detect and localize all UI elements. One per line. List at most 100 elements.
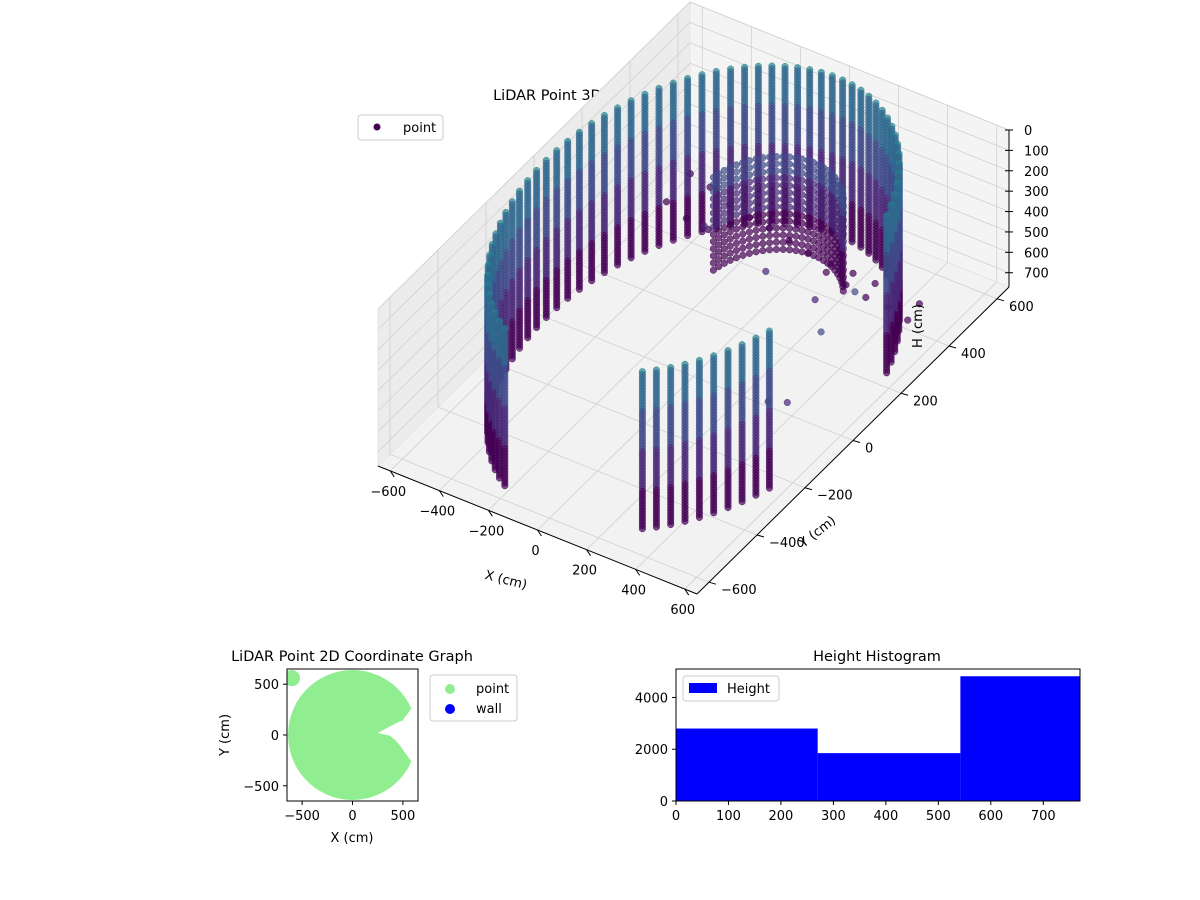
data-point xyxy=(732,175,740,183)
data-point xyxy=(726,213,734,222)
data-point xyxy=(739,244,747,252)
y-tick-label: 400 xyxy=(961,347,986,362)
data-point xyxy=(726,228,734,236)
data-point xyxy=(745,199,753,207)
data-point xyxy=(759,204,767,212)
data-point xyxy=(575,285,583,293)
data-point xyxy=(766,160,774,168)
legend-label-point: point xyxy=(476,682,509,697)
data-point xyxy=(766,217,774,225)
data-point xyxy=(786,239,794,247)
chart-histogram: Height Histogram 0 100 200 300 400 500 600 700 0… xyxy=(635,649,1081,824)
data-point xyxy=(655,241,663,249)
data-point xyxy=(710,509,718,517)
legend-label-height: Height xyxy=(727,682,770,697)
x-tick-label: −600 xyxy=(370,485,406,500)
z-tick-label: 500 xyxy=(1024,226,1049,241)
z-tick-label: 600 xyxy=(1024,246,1049,261)
y-tick xyxy=(756,534,765,538)
data-point xyxy=(779,160,787,168)
data-point xyxy=(732,225,740,233)
data-point xyxy=(759,247,767,255)
y-tick-label: 0 xyxy=(660,795,668,810)
y-tick-label: 4000 xyxy=(635,691,668,706)
data-point xyxy=(732,246,740,255)
data-point xyxy=(779,181,787,189)
data-point xyxy=(792,168,800,176)
data-point xyxy=(752,226,760,234)
data-point xyxy=(839,223,847,231)
data-point xyxy=(772,160,780,168)
data-point xyxy=(709,188,717,196)
data-point xyxy=(822,268,830,276)
y-tick-label: −200 xyxy=(817,489,853,504)
data-point xyxy=(726,206,734,214)
data-point xyxy=(772,224,780,232)
data-point xyxy=(759,211,767,219)
data-point xyxy=(772,217,780,225)
data-point xyxy=(553,304,561,312)
data-point xyxy=(752,155,760,163)
data-point xyxy=(759,197,767,205)
chart-histogram-title: Height Histogram xyxy=(813,649,941,665)
y-tick xyxy=(708,581,717,585)
grid-y-floor xyxy=(389,453,710,583)
data-point xyxy=(839,251,847,259)
data-point xyxy=(779,224,787,232)
data-point xyxy=(772,210,780,218)
chart-3d-ylabel: Y (cm) xyxy=(796,513,839,551)
x-tick-label: −200 xyxy=(469,524,505,539)
data-point xyxy=(745,157,753,165)
data-point xyxy=(745,178,753,186)
data-point xyxy=(772,153,780,161)
data-point xyxy=(726,199,734,207)
data-point xyxy=(804,164,812,172)
data-point xyxy=(872,256,880,264)
data-point xyxy=(564,294,572,302)
data-point xyxy=(709,252,717,260)
data-point xyxy=(638,525,646,533)
data-point xyxy=(792,161,800,169)
data-point xyxy=(745,185,753,193)
legend-marker-wall xyxy=(445,704,455,714)
data-point xyxy=(798,191,806,199)
data-point xyxy=(739,159,747,167)
data-point xyxy=(839,266,847,274)
histogram-bar xyxy=(676,728,818,801)
data-point xyxy=(732,189,740,197)
data-point xyxy=(709,180,717,189)
data-point xyxy=(542,313,550,321)
y-tick-label: 500 xyxy=(254,678,279,693)
data-point xyxy=(759,182,767,190)
data-point xyxy=(726,192,734,200)
data-point xyxy=(759,239,767,248)
data-point xyxy=(804,192,812,200)
data-point xyxy=(732,204,740,212)
data-point xyxy=(641,247,649,255)
data-point xyxy=(627,254,635,262)
data-point xyxy=(726,178,734,186)
data-point xyxy=(752,198,760,206)
data-point xyxy=(779,188,787,196)
data-point xyxy=(766,231,774,240)
data-point xyxy=(726,185,734,193)
data-point xyxy=(745,214,753,222)
data-point xyxy=(786,203,794,211)
data-point xyxy=(766,174,774,182)
data-point xyxy=(766,167,774,175)
y-tick-label: 200 xyxy=(913,394,938,409)
data-point xyxy=(792,154,800,162)
data-point xyxy=(827,260,835,268)
x-tick-label: 500 xyxy=(926,809,951,824)
y-tick xyxy=(996,298,1005,302)
data-point xyxy=(759,225,767,233)
data-point xyxy=(779,153,787,161)
data-point xyxy=(684,232,692,240)
chart-3d-panes xyxy=(377,0,1010,595)
chart-3d-points xyxy=(484,62,923,533)
chart-2d-ylabel: Y (cm) xyxy=(218,714,233,757)
data-point xyxy=(739,216,747,224)
data-point xyxy=(501,482,509,490)
data-point xyxy=(726,221,734,229)
data-point xyxy=(804,178,812,186)
